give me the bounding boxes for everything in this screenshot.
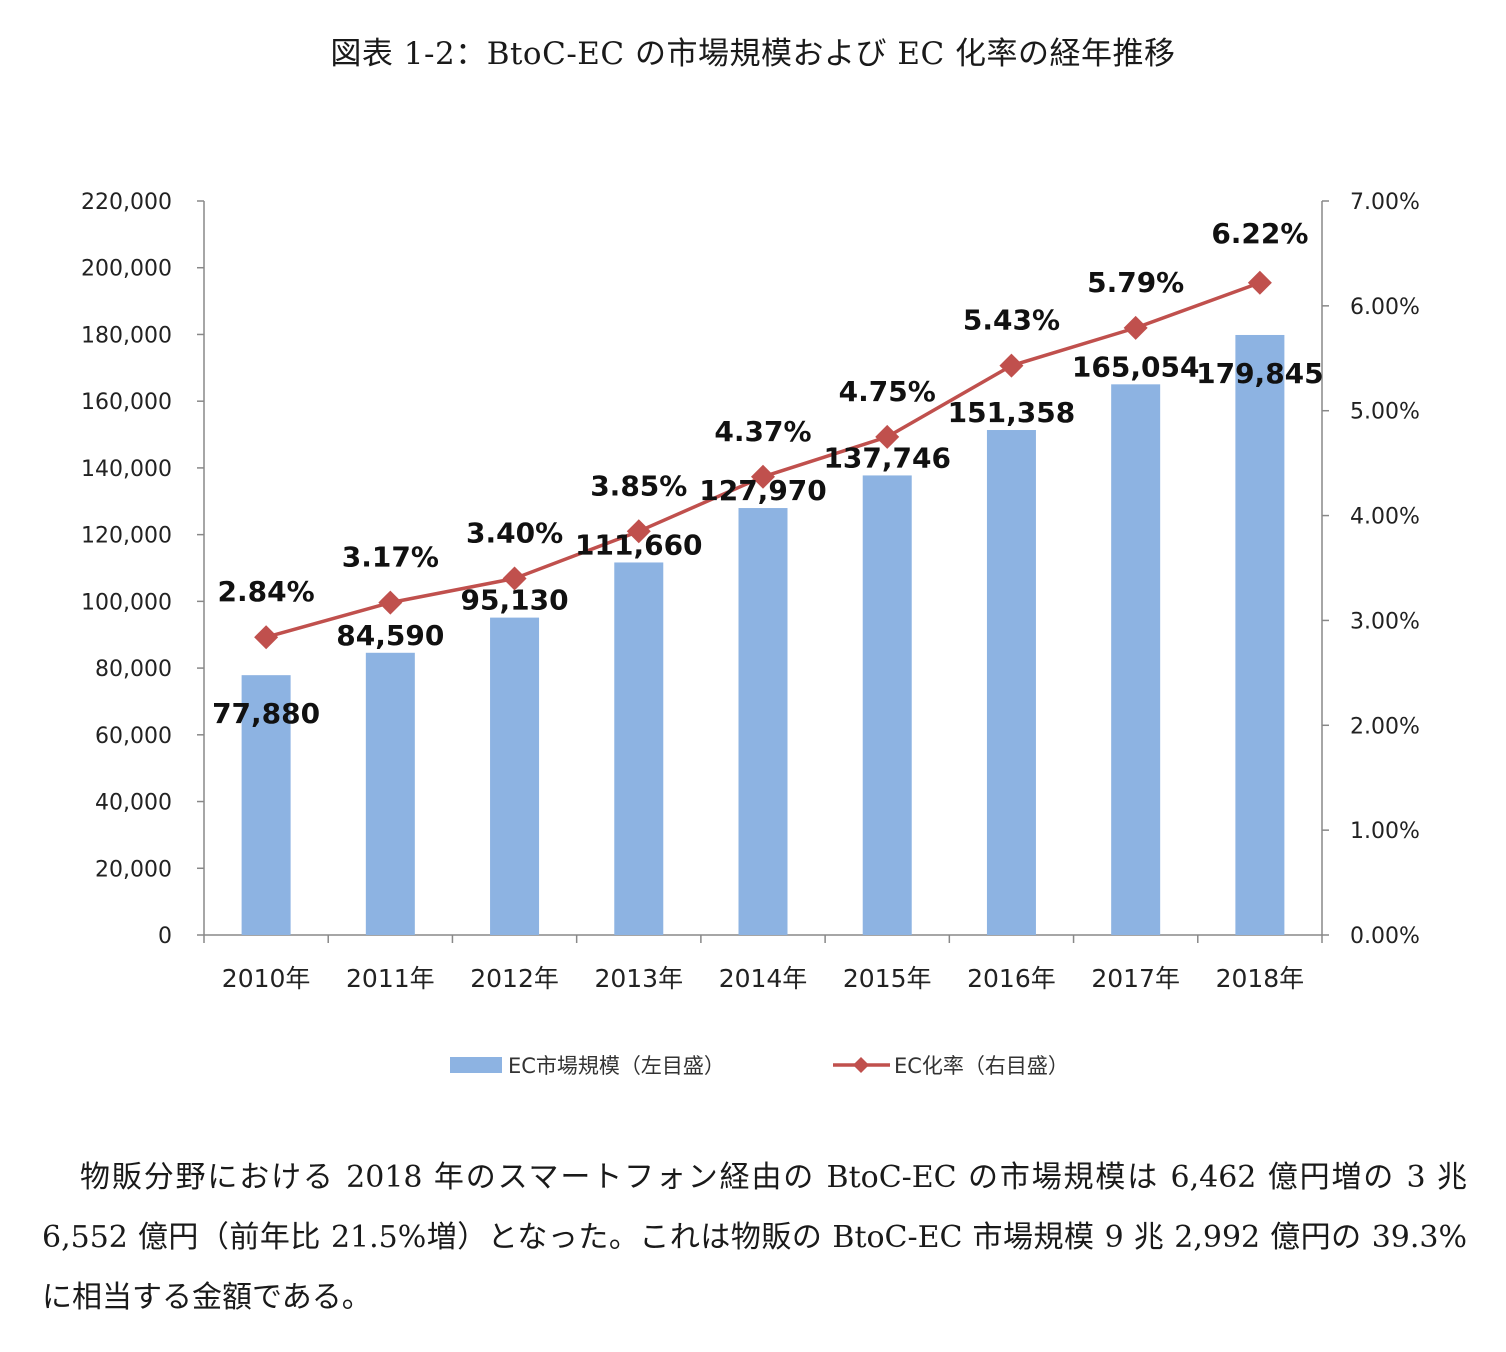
line-point-marker (502, 566, 527, 591)
bar-value-label: 179,845 (1196, 357, 1324, 390)
bar (862, 475, 912, 935)
x-axis-category-label: 2010年 (222, 964, 311, 993)
left-axis-tick-label: 0 (158, 924, 172, 949)
line-point-marker (875, 424, 900, 449)
line-point-marker (626, 519, 651, 544)
bar (365, 652, 415, 935)
body-paragraph: 物販分野における 2018 年のスマートフォン経由の BtoC-EC の市場規模… (42, 1160, 1467, 1315)
right-axis-tick-label: 7.00% (1350, 190, 1420, 215)
right-axis-tick-label: 6.00% (1350, 295, 1420, 320)
bar-value-label: 84,590 (336, 619, 444, 652)
bar-series (241, 334, 1285, 935)
line-value-label: 4.75% (839, 375, 936, 408)
x-axis-category-label: 2012年 (470, 964, 559, 993)
x-axis-category-label: 2011年 (346, 964, 435, 993)
x-axis-category-label: 2014年 (719, 964, 808, 993)
left-axis-tick-label: 220,000 (81, 190, 172, 215)
left-axis-tick-label: 200,000 (81, 257, 172, 282)
legend-bar-swatch (450, 1057, 502, 1073)
left-axis-tick-label: 40,000 (95, 791, 172, 816)
left-axis-tick-label: 100,000 (81, 590, 172, 615)
bar-value-label: 111,660 (575, 528, 703, 561)
line-value-label: 2.84% (218, 575, 315, 608)
right-axis-tick-label: 4.00% (1350, 505, 1420, 530)
line-point-marker (1123, 315, 1148, 340)
line-point-marker (999, 353, 1024, 378)
line-series (254, 270, 1272, 650)
figure-title: 図表 1-2：BtoC-EC の市場規模および EC 化率の経年推移 (330, 36, 1176, 72)
line-value-label: 6.22% (1211, 217, 1308, 250)
line-point-marker (378, 590, 403, 615)
bar-value-label: 77,880 (212, 697, 320, 730)
bar (1235, 334, 1285, 935)
bar-value-label: 95,130 (461, 584, 569, 617)
left-axis-tick-label: 160,000 (81, 390, 172, 415)
x-axis-category-label: 2016年 (967, 964, 1056, 993)
right-axis-tick-label: 2.00% (1350, 714, 1420, 739)
legend-line-marker (853, 1057, 869, 1073)
right-axis-tick-label: 1.00% (1350, 819, 1420, 844)
x-axis-category-label: 2015年 (843, 964, 932, 993)
bar-value-label: 165,054 (1072, 350, 1200, 383)
left-axis-tick-label: 60,000 (95, 724, 172, 749)
x-axis-category-label: 2017年 (1091, 964, 1180, 993)
chart-area: 0 20,000 40,000 60,000 80,000 100,000 120,000 1… (81, 190, 1420, 1078)
left-axis-tick-label: 20,000 (95, 857, 172, 882)
chart-legend: EC市場規模（左目盛） EC化率（右目盛） (450, 1054, 1069, 1078)
line-value-label: 5.43% (963, 304, 1060, 337)
bar (1111, 384, 1161, 935)
line-point-marker (1247, 270, 1272, 295)
bar (241, 675, 291, 935)
right-axis-tick-label: 5.00% (1350, 400, 1420, 425)
left-axis-tick-label: 120,000 (81, 524, 172, 549)
legend-bar-label: EC市場規模（左目盛） (508, 1054, 725, 1078)
bar (986, 430, 1036, 935)
line-value-label: 5.79% (1087, 266, 1184, 299)
bar (490, 617, 540, 935)
line-point-marker (254, 625, 279, 650)
bar-value-label: 137,746 (823, 441, 951, 474)
line-value-label: 4.37% (714, 415, 811, 448)
line-value-label: 3.85% (590, 469, 687, 502)
bar (738, 508, 788, 935)
x-axis-category-label: 2018年 (1216, 964, 1305, 993)
bar (614, 562, 664, 935)
right-axis-tick-label: 0.00% (1350, 924, 1420, 949)
line-point-marker (751, 464, 775, 489)
left-axis-tick-label: 140,000 (81, 457, 172, 482)
legend-line-label: EC化率（右目盛） (894, 1054, 1069, 1078)
bar-value-label: 127,970 (699, 474, 827, 507)
left-axis-tick-label: 180,000 (81, 323, 172, 348)
right-axis-tick-label: 3.00% (1350, 609, 1420, 634)
x-axis-category-label: 2013年 (594, 964, 683, 993)
bar-value-label: 151,358 (948, 396, 1076, 429)
left-axis-tick-label: 80,000 (95, 657, 172, 682)
line-value-label: 3.17% (342, 541, 439, 574)
line-value-label: 3.40% (466, 516, 563, 549)
